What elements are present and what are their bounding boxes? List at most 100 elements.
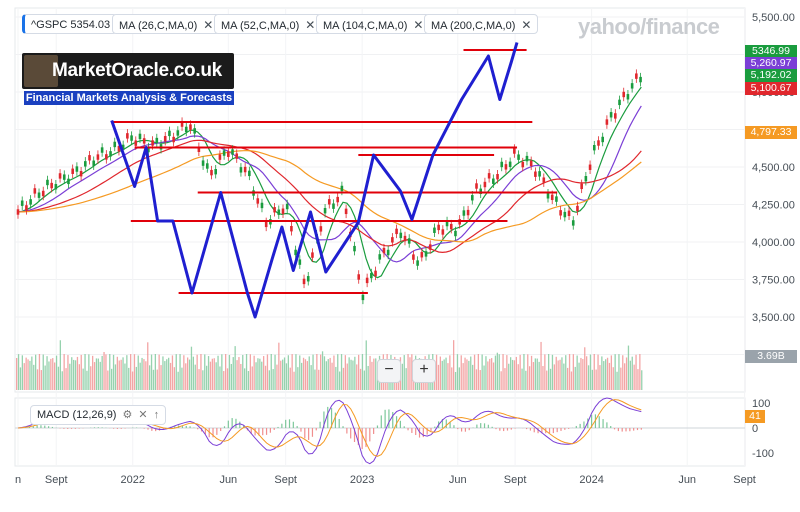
close-icon[interactable]: ✕	[521, 18, 531, 32]
chip-label: MA (52,C,MA,0)	[221, 20, 299, 32]
volume-bar	[510, 357, 511, 390]
macd-histogram-bar	[637, 428, 638, 430]
ma-chip-2[interactable]: MA (52,C,MA,0) ✕	[214, 14, 322, 34]
volume-bar	[470, 357, 471, 390]
candle-body	[17, 209, 20, 214]
volume-bar	[520, 355, 521, 390]
volume-bar	[18, 354, 19, 390]
candle-body	[286, 204, 289, 209]
zoom-in-button[interactable]: +	[412, 359, 436, 383]
volume-bar	[309, 356, 310, 390]
volume-bar	[535, 358, 536, 390]
macd-histogram-bar	[381, 415, 382, 428]
volume-bar	[331, 363, 332, 390]
ma-chip-1[interactable]: MA (26,C,MA,0)✕	[112, 14, 220, 34]
volume-bar	[185, 363, 186, 390]
y-tick-label: 5,500.00	[752, 12, 795, 24]
close-icon[interactable]: ✕	[413, 18, 423, 32]
close-icon[interactable]: ✕	[203, 18, 213, 32]
volume-bar	[512, 360, 513, 390]
volume-bar	[176, 354, 177, 390]
macd-histogram-bar	[346, 428, 347, 434]
volume-bar	[493, 362, 494, 390]
volume-bar	[373, 359, 374, 390]
macd-histogram-bar	[392, 412, 393, 428]
candle-body	[328, 199, 331, 204]
volume-bar	[369, 356, 370, 390]
volume-bar	[293, 372, 294, 390]
y-tick-label: 4,000.00	[752, 237, 795, 249]
volume-bar	[77, 357, 78, 390]
volume-bar	[592, 370, 593, 390]
macd-histogram-bar	[67, 428, 68, 429]
volume-bar	[274, 355, 275, 390]
volume-bar	[238, 357, 239, 390]
candle-body	[130, 135, 133, 140]
macd-tick-label: 0	[752, 423, 758, 435]
volume-bar	[119, 360, 120, 390]
candle-body	[46, 180, 49, 185]
volume-bar	[198, 369, 199, 390]
candle-body	[92, 161, 95, 166]
candle-body	[214, 169, 217, 174]
volume-bar	[596, 370, 597, 390]
volume-bar	[39, 354, 40, 390]
volume-bar	[56, 356, 57, 390]
ma-chip-3[interactable]: MA (104,C,MA,0)✕	[316, 14, 430, 34]
candle-body	[38, 193, 41, 198]
volume-bar	[71, 357, 72, 390]
volume-bar	[567, 368, 568, 390]
volume-bar	[246, 354, 247, 390]
volume-bar	[489, 359, 490, 390]
volume-bar	[632, 357, 633, 390]
gear-icon[interactable]: ⚙	[122, 409, 132, 421]
volume-bar	[58, 367, 59, 390]
volume-bar	[35, 355, 36, 390]
macd-histogram-bar	[446, 419, 447, 428]
volume-bar	[126, 355, 127, 390]
macd-histogram-bar	[599, 416, 600, 428]
volume-bar	[537, 359, 538, 390]
volume-bar	[324, 356, 325, 390]
candle-body	[362, 295, 365, 300]
candle-body	[320, 226, 323, 231]
volume-bar	[267, 354, 268, 390]
macd-chip[interactable]: MACD (12,26,9)⚙✕↑	[30, 405, 166, 425]
candle-body	[223, 150, 226, 155]
volume-bar	[248, 371, 249, 390]
volume-bar	[527, 354, 528, 390]
close-icon[interactable]: ✕	[138, 409, 147, 421]
volume-bar	[368, 366, 369, 390]
macd-histogram-bar	[362, 428, 363, 449]
ma-chip-4[interactable]: MA (200,C,MA,0)✕	[424, 14, 538, 34]
volume-bar	[155, 354, 156, 390]
volume-bar	[183, 355, 184, 390]
macd-histogram-bar	[327, 407, 328, 428]
candle-body	[101, 147, 104, 152]
macd-histogram-bar	[350, 428, 351, 438]
volume-bar	[109, 354, 110, 390]
candle-body	[521, 162, 524, 167]
candle-body	[25, 205, 28, 210]
up-arrow-icon[interactable]: ↑	[154, 409, 160, 421]
candle-body	[261, 203, 264, 208]
symbol-chip[interactable]: ^GSPC 5354.03	[22, 14, 117, 34]
volume-bar	[98, 359, 99, 390]
volume-bar	[349, 357, 350, 390]
volume-bar	[65, 368, 66, 390]
close-icon[interactable]: ✕	[305, 18, 315, 32]
volume-bar	[60, 340, 61, 390]
macd-histogram-bar	[511, 428, 512, 430]
zoom-out-button[interactable]: −	[377, 359, 401, 383]
volume-bar	[24, 363, 25, 390]
volume-bar	[229, 355, 230, 390]
candle-body	[290, 226, 293, 231]
volume-bar	[107, 371, 108, 390]
volume-bar	[402, 364, 403, 390]
candle-body	[618, 100, 621, 105]
volume-bar	[83, 369, 84, 390]
macd-histogram-bar	[415, 428, 416, 435]
volume-bar	[630, 361, 631, 390]
macd-tick-label: 100	[752, 398, 770, 410]
candle-body	[593, 145, 596, 150]
